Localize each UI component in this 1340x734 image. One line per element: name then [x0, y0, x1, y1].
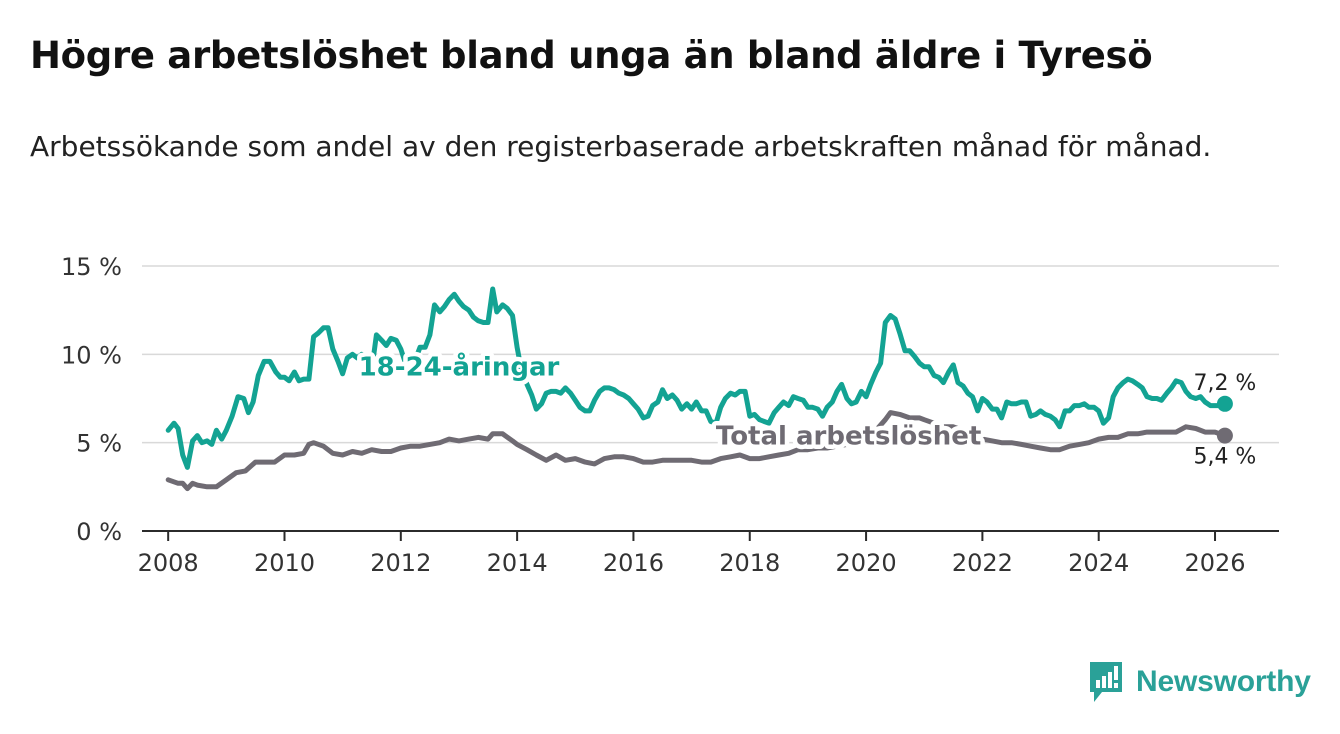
- end-value-halo: 5,4 %: [1193, 445, 1256, 470]
- y-tick-label: 15 %: [61, 253, 122, 281]
- series-lines: [165, 286, 1233, 492]
- x-tick-label: 2012: [370, 549, 431, 577]
- x-tick-label: 2014: [487, 549, 548, 577]
- series-label-halo: 18-24-åringar: [359, 351, 560, 383]
- x-tick-label: 2024: [1068, 549, 1129, 577]
- end-value-label: 5,4 %: [1193, 445, 1256, 470]
- series-line-youth: [165, 286, 1228, 470]
- x-tick-label: 2010: [254, 549, 315, 577]
- x-axis: 2008 2010 2012 2014 2016 2018 2020 2022 2024 2026: [138, 530, 1279, 577]
- line-chart: 0 %5 %10 %15 % 2008 2010 2012 2014 2016 2018 2…: [61, 253, 1279, 577]
- x-tick-label: 2022: [952, 549, 1013, 577]
- series-end-point: [1216, 395, 1233, 412]
- x-tick-label: 2018: [719, 549, 780, 577]
- x-tick-label: 2026: [1184, 549, 1245, 577]
- brand-logo[interactable]: Newsworthy: [1088, 660, 1311, 704]
- y-tick-label: 5 %: [76, 430, 122, 458]
- brand-name: Newsworthy: [1136, 665, 1311, 698]
- x-tick-label: 2008: [138, 549, 199, 577]
- y-tick-label: 0 %: [76, 518, 122, 546]
- end-value-label: 7,2 %: [1193, 371, 1256, 396]
- end-value-halo: 7,2 %: [1193, 371, 1256, 396]
- series-label-halo: Total arbetslöshet: [716, 421, 981, 451]
- series-end-point: [1216, 427, 1233, 444]
- newsworthy-logo-icon: [1090, 662, 1122, 702]
- x-tick-label: 2020: [836, 549, 897, 577]
- series-line-total: [165, 410, 1228, 492]
- chart-subtitle: Arbetssökande som andel av den registerb…: [30, 130, 1212, 163]
- series-label: 18-24-åringar: [359, 351, 560, 383]
- series-label: Total arbetslöshet: [716, 421, 981, 451]
- x-tick-label: 2016: [603, 549, 664, 577]
- y-tick-label: 10 %: [61, 341, 122, 369]
- chart-title: Högre arbetslöshet bland unga än bland ä…: [30, 34, 1153, 77]
